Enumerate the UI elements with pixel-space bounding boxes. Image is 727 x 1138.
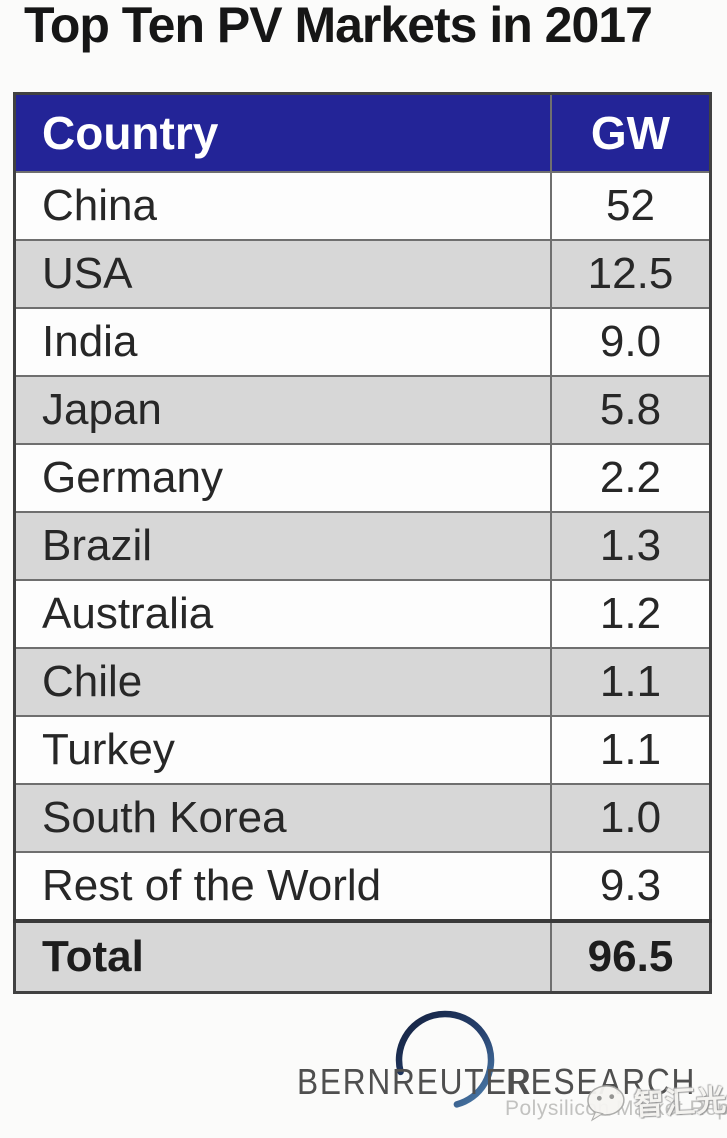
table-body: China 52 USA 12.5 India 9.0 Japan 5.8 Ge…: [13, 171, 712, 994]
country-cell: India: [13, 307, 552, 377]
table-row: China 52: [13, 171, 712, 241]
country-cell: Australia: [13, 579, 552, 649]
table-row: Brazil 1.3: [13, 511, 712, 581]
table-row: Chile 1.1: [13, 647, 712, 717]
country-cell: South Korea: [13, 783, 552, 853]
gw-cell: 1.1: [550, 647, 712, 717]
gw-cell: 2.2: [550, 443, 712, 513]
country-cell: Japan: [13, 375, 552, 445]
logo-word-bernreuter: BERNREUTER: [297, 1061, 533, 1102]
column-header-gw: GW: [550, 92, 712, 173]
gw-cell: 5.8: [550, 375, 712, 445]
country-cell: China: [13, 171, 552, 241]
country-cell: Germany: [13, 443, 552, 513]
gw-cell: 1.2: [550, 579, 712, 649]
country-cell: Chile: [13, 647, 552, 717]
country-cell: Turkey: [13, 715, 552, 785]
header-row: Country GW: [13, 92, 712, 173]
gw-cell: 1.1: [550, 715, 712, 785]
watermark: 智汇光伏: [584, 1074, 727, 1127]
table-row: Rest of the World 9.3: [13, 851, 712, 922]
gw-cell: 1.0: [550, 783, 712, 853]
chart-title: Top Ten PV Markets in 2017: [24, 0, 653, 53]
pv-markets-table: Country GW China 52 USA 12.5 India 9.0 J…: [13, 92, 712, 994]
gw-cell: 1.3: [550, 511, 712, 581]
table-row: India 9.0: [13, 307, 712, 377]
wechat-bubble-icon: [587, 1085, 625, 1122]
table-row: USA 12.5: [13, 239, 712, 309]
watermark-text: 智汇光伏: [633, 1082, 727, 1122]
table-row: Australia 1.2: [13, 579, 712, 649]
table-header: Country GW: [13, 92, 712, 173]
country-cell: Brazil: [13, 511, 552, 581]
gw-cell: 9.3: [550, 851, 712, 922]
country-cell: Rest of the World: [13, 851, 552, 922]
table-row: Germany 2.2: [13, 443, 712, 513]
table-row: Turkey 1.1: [13, 715, 712, 785]
table-row: Japan 5.8: [13, 375, 712, 445]
country-cell: Total: [13, 919, 552, 994]
bernreuter-logo-arc-icon: [395, 1010, 495, 1108]
gw-cell: 12.5: [550, 239, 712, 309]
column-header-country: Country: [13, 92, 552, 173]
gw-cell: 96.5: [550, 919, 712, 994]
country-cell: USA: [13, 239, 552, 309]
gw-cell: 9.0: [550, 307, 712, 377]
gw-cell: 52: [550, 171, 712, 241]
total-row: Total 96.5: [13, 919, 712, 994]
table-row: South Korea 1.0: [13, 783, 712, 853]
